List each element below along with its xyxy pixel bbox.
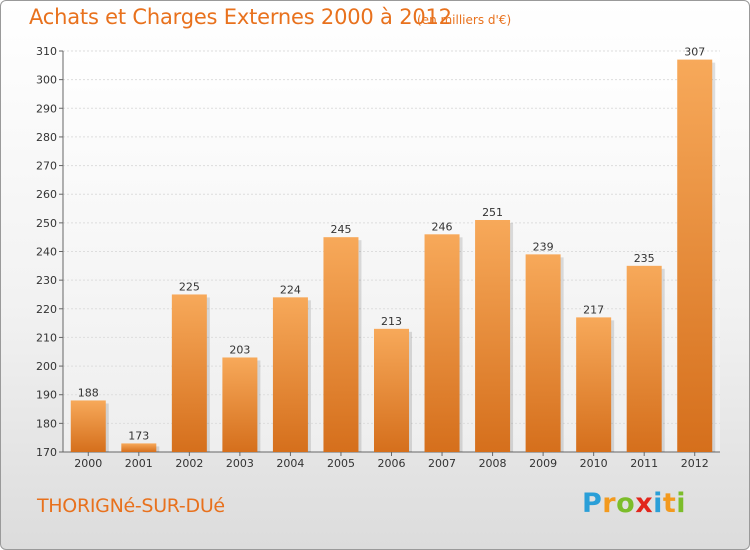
bar-2008 xyxy=(475,219,511,452)
y-tick-label: 260 xyxy=(36,188,57,201)
y-tick-label: 300 xyxy=(36,74,57,87)
bar-2009 xyxy=(525,254,561,452)
y-tick-label: 290 xyxy=(36,102,57,115)
x-axis: 2000 2001 2002 2003 2004 2005 2006 2007 2008 2009… xyxy=(74,452,709,470)
bar-2002 xyxy=(171,294,207,452)
bar-2007 xyxy=(424,234,460,452)
y-tick-label: 270 xyxy=(36,160,57,173)
y-tick-label: 200 xyxy=(36,360,57,373)
x-tick-label: 2000 xyxy=(74,457,102,470)
data-label: 203 xyxy=(229,343,250,356)
data-label: 224 xyxy=(280,283,301,296)
bar-2011 xyxy=(626,265,662,452)
logo-letter: i xyxy=(653,488,663,519)
x-tick-label: 2004 xyxy=(276,457,304,470)
x-tick-label: 2009 xyxy=(529,457,557,470)
x-tick-label: 2012 xyxy=(681,457,709,470)
data-label: 188 xyxy=(78,386,99,399)
y-tick-label: 210 xyxy=(36,331,57,344)
bar-2010 xyxy=(576,317,612,452)
bar-2004 xyxy=(272,297,308,452)
data-label: 225 xyxy=(179,280,200,293)
data-label: 245 xyxy=(330,223,351,236)
y-tick-label: 240 xyxy=(36,246,57,259)
x-tick-label: 2011 xyxy=(630,457,658,470)
y-tick-label: 220 xyxy=(36,303,57,316)
bar-2005 xyxy=(323,237,359,452)
data-label: 235 xyxy=(634,252,655,265)
y-tick-label: 310 xyxy=(36,45,57,58)
y-tick-label: 190 xyxy=(36,389,57,402)
x-tick-label: 2008 xyxy=(479,457,507,470)
bar-2012 xyxy=(677,59,713,452)
y-tick-label: 180 xyxy=(36,417,57,430)
data-label: 251 xyxy=(482,206,503,219)
x-tick-label: 2006 xyxy=(378,457,406,470)
data-label: 239 xyxy=(533,240,554,253)
y-tick-label: 250 xyxy=(36,217,57,230)
x-tick-label: 2002 xyxy=(175,457,203,470)
bar-2003 xyxy=(222,357,258,452)
logo-letter: t xyxy=(662,488,677,519)
bars: 188 173 225 203 224 245 213 246 251 239 217 235 307 xyxy=(70,46,716,452)
chart-subtitle: (en milliers d'€) xyxy=(417,13,512,27)
chart-title: Achats et Charges Externes 2000 à 2012 xyxy=(29,5,452,29)
data-label: 217 xyxy=(583,303,604,316)
logo-letter: P xyxy=(582,488,603,519)
y-tick-label: 280 xyxy=(36,131,57,144)
bar-2001 xyxy=(121,443,157,452)
bar-2000 xyxy=(70,400,106,452)
proxiti-logo: Proxiti xyxy=(582,488,686,519)
x-tick-label: 2001 xyxy=(125,457,153,470)
x-tick-label: 2007 xyxy=(428,457,456,470)
x-tick-label: 2005 xyxy=(327,457,355,470)
city-name: THORIGNé-SUR-DUé xyxy=(37,495,225,517)
y-tick-label: 170 xyxy=(36,446,57,459)
y-tick-label: 230 xyxy=(36,274,57,287)
data-label: 307 xyxy=(684,46,705,59)
data-label: 213 xyxy=(381,315,402,328)
x-tick-label: 2010 xyxy=(580,457,608,470)
x-tick-label: 2003 xyxy=(226,457,254,470)
logo-letter: o xyxy=(616,488,636,519)
logo-letter: x xyxy=(635,488,654,519)
data-label: 246 xyxy=(432,220,453,233)
logo-letter: i xyxy=(676,488,687,519)
logo-letter: r xyxy=(602,488,617,519)
bar-2006 xyxy=(374,328,409,452)
data-label: 173 xyxy=(128,429,149,442)
